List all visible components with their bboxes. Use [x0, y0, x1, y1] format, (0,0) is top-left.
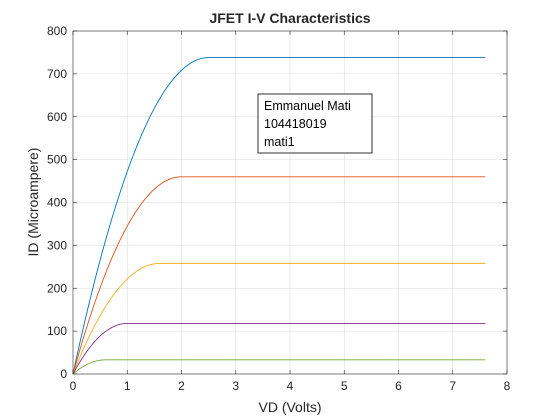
y-tick-label: 200	[47, 281, 67, 295]
x-tick-label: 4	[287, 379, 294, 393]
x-tick-label: 0	[70, 379, 77, 393]
x-axis-label: VD (Volts)	[258, 399, 321, 415]
x-tick-label: 6	[395, 379, 402, 393]
annotation-line-1: Emmanuel Mati	[264, 99, 351, 113]
y-axis-label: ID (Microampere)	[25, 148, 41, 257]
y-tick-label: 0	[60, 367, 67, 381]
annotation-line-2: 104418019	[264, 117, 327, 131]
annotation-box: Emmanuel Mati 104418019 mati1	[258, 94, 372, 153]
y-tick-label: 400	[47, 196, 67, 210]
y-tick-label: 500	[47, 153, 67, 167]
annotation-line-3: mati1	[264, 135, 295, 149]
y-tick-label: 600	[47, 110, 67, 124]
x-tick-label: 2	[178, 379, 185, 393]
x-tick-label: 1	[124, 379, 131, 393]
y-tick-label: 300	[47, 238, 67, 252]
x-tick-label: 5	[341, 379, 348, 393]
y-tick-label: 800	[47, 24, 67, 38]
x-tick-label: 7	[449, 379, 456, 393]
chart-title: JFET I-V Characteristics	[209, 10, 370, 26]
x-tick-label: 8	[504, 379, 511, 393]
y-tick-label: 700	[47, 67, 67, 81]
y-tick-label: 100	[47, 324, 67, 338]
x-tick-label: 3	[232, 379, 239, 393]
